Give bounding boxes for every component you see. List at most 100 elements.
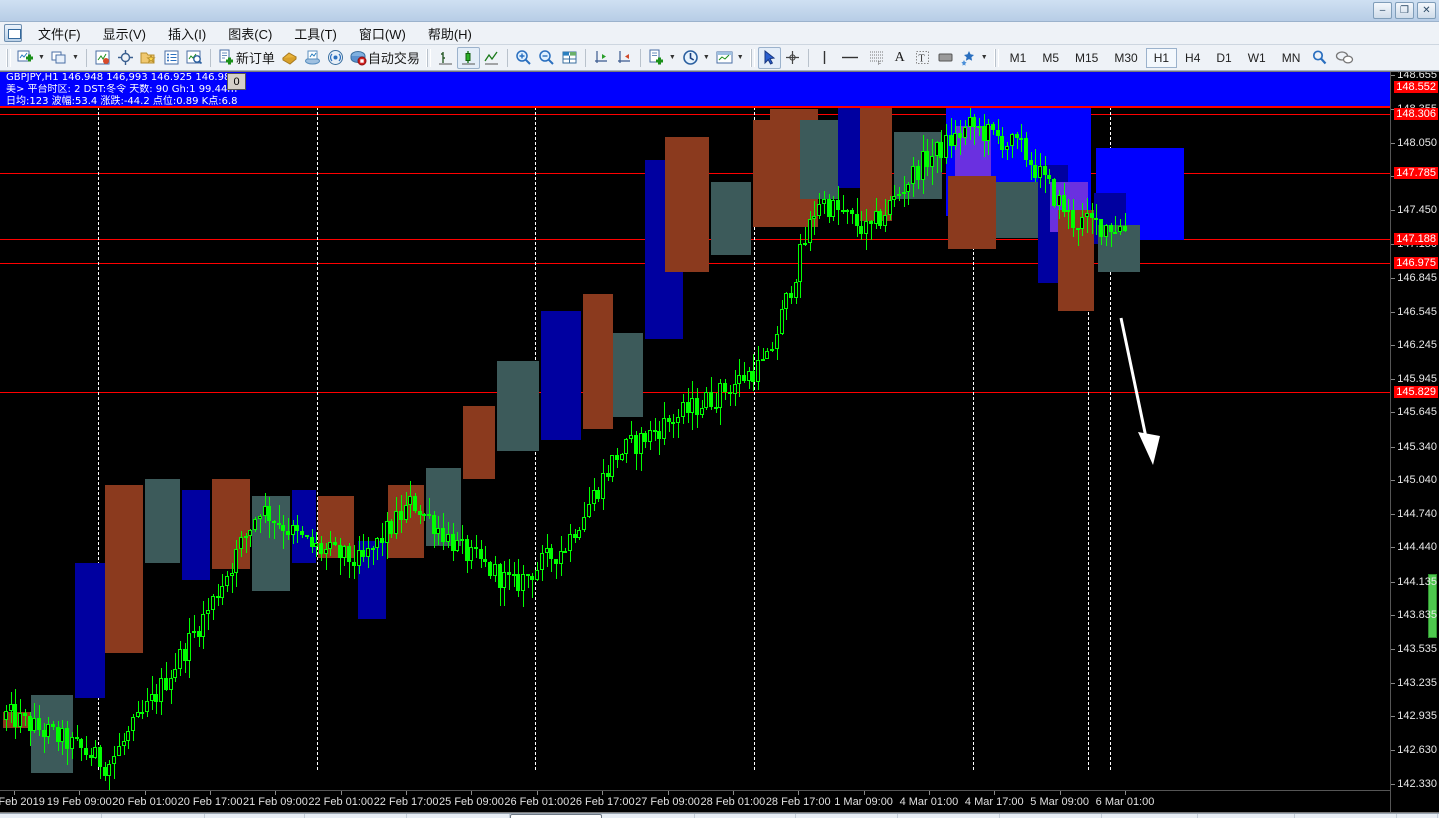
chart-tab-usdcad-m30[interactable]: USDCAD,M30 (305, 814, 408, 818)
chat-icon[interactable] (1332, 47, 1358, 69)
chart-tab-eu[interactable]: EU (1397, 814, 1439, 818)
chart-tab-xauusd-m30[interactable]: XAUUSD,M30 (1000, 814, 1102, 818)
timeframe-m15[interactable]: M15 (1075, 50, 1099, 65)
signals-icon[interactable] (324, 47, 347, 69)
candle-wick (137, 700, 139, 718)
timeframe-m5[interactable]: M5 (1042, 50, 1059, 65)
new-chart-icon[interactable] (14, 47, 37, 69)
rectangle-icon[interactable] (934, 47, 957, 69)
chart-tab-eurusd-m30[interactable]: EURUSD,M30 (0, 814, 103, 818)
search-icon[interactable] (1308, 47, 1332, 69)
grid-icon[interactable] (558, 47, 581, 69)
cursor-icon[interactable] (757, 46, 781, 69)
price-axis[interactable]: 148.655148.355148.050147.750147.450147.1… (1390, 72, 1439, 812)
period-icon[interactable] (679, 47, 702, 69)
favorites-icon[interactable] (137, 47, 160, 69)
restore-button[interactable]: ❐ (1395, 2, 1414, 19)
chart-tab-gbpnzd-m30[interactable]: GBPNZD,M30 (695, 814, 797, 818)
timeframe-h4[interactable]: H4 (1185, 50, 1201, 65)
candle-body (596, 489, 601, 499)
candle-body (295, 524, 300, 531)
menu-help[interactable]: 帮助(H) (427, 26, 472, 42)
chart-tab-eurgbp-h1[interactable]: EURGBP,H1 (602, 814, 695, 818)
navigator-icon[interactable] (183, 47, 206, 69)
timeframe-m1[interactable]: M1 (1009, 50, 1027, 65)
candlestick-icon[interactable] (456, 46, 480, 69)
candle-body (1075, 228, 1080, 231)
timeframe-w1[interactable]: W1 (1247, 50, 1266, 65)
crosshair-icon[interactable] (114, 47, 137, 69)
minimize-button[interactable]: – (1373, 2, 1392, 19)
shapes-dropdown-icon[interactable]: ▼ (980, 54, 988, 61)
shapes-icon[interactable] (957, 47, 980, 69)
menu-file[interactable]: 文件(F) (38, 26, 81, 42)
autotrade-button[interactable]: 自动交易 (347, 47, 423, 69)
menu-view[interactable]: 显示(V) (102, 26, 146, 42)
vertical-line-icon[interactable] (813, 47, 836, 69)
line-chart-icon[interactable] (480, 47, 503, 69)
new-chart-dropdown-icon[interactable]: ▼ (38, 54, 45, 61)
period-dropdown-icon[interactable]: ▼ (702, 54, 710, 61)
chart-area[interactable]: GBPJPY,H1 146.948 146,993 146.925 146.98… (0, 71, 1439, 813)
price-scroll-thumb[interactable] (1428, 574, 1437, 639)
chart-tab-gbpcad-m30[interactable]: GBPCAD,M30 (898, 814, 1001, 818)
text-icon[interactable]: A (889, 47, 911, 69)
crosshair-tool-icon[interactable] (781, 47, 804, 69)
tile-windows-icon[interactable] (48, 47, 71, 69)
candle-body (1033, 165, 1038, 179)
menu-tools[interactable]: 工具(T) (294, 26, 337, 42)
candle-body (206, 609, 211, 614)
zoom-in-icon[interactable] (512, 47, 535, 69)
toolbar-grip-3[interactable] (749, 48, 755, 67)
chart-tab-audusd-m30[interactable]: AUDUSD,M30 (407, 814, 510, 818)
menu-charts[interactable]: 图表(C) (228, 26, 273, 42)
candle-body (1005, 145, 1010, 151)
label-icon[interactable]: T (911, 47, 934, 69)
chart-tab-nzdusd-m30[interactable]: NZDUSD,M30 (1295, 814, 1397, 818)
timeframe-h1[interactable]: H1 (1145, 47, 1178, 68)
candle-body (962, 127, 967, 138)
chart-tab-usdjpy-m30[interactable]: USDJPY,M30 (1198, 814, 1296, 818)
candle-body (8, 704, 13, 711)
chart-profile-icon[interactable] (91, 47, 114, 69)
chart-symbol-button[interactable]: 0 (227, 73, 246, 90)
chart-plot[interactable] (0, 72, 1390, 792)
menu-window[interactable]: 窗口(W) (358, 26, 406, 42)
price-level-line[interactable] (0, 391, 1390, 393)
indicators-dropdown-icon[interactable]: ▼ (668, 54, 676, 61)
templates-dropdown-icon[interactable]: ▼ (736, 54, 744, 61)
shift-end-icon[interactable] (590, 47, 613, 69)
bar-chart-icon[interactable] (434, 47, 457, 69)
expert-advisor-icon[interactable] (278, 47, 301, 69)
auto-scroll-icon[interactable] (613, 47, 636, 69)
chart-tab-gbpusd-m30[interactable]: GBPUSD,M30 (102, 814, 205, 818)
candle-wick (1124, 213, 1126, 232)
indicators-icon[interactable] (645, 47, 668, 69)
chart-tab-xtiusd-m30[interactable]: XTIUSD,M30 (1102, 814, 1198, 818)
menu-insert[interactable]: 插入(I) (167, 26, 207, 42)
new-order-button[interactable]: 新订单 (215, 47, 278, 69)
toolbar-grip[interactable] (6, 48, 11, 67)
chart-tab-gbpaud-m30[interactable]: GBPAUD,M30 (796, 814, 898, 818)
toolbar-grip-2[interactable] (425, 48, 431, 67)
chart-tab-bar[interactable]: EURUSD,M30GBPUSD,M30USDCHF,M30USDCAD,M30… (0, 813, 1439, 818)
fibonacci-icon[interactable]: F (864, 47, 889, 69)
chart-tab-usdchf-m30[interactable]: USDCHF,M30 (205, 814, 306, 818)
toolbar-grip-4[interactable] (993, 48, 999, 67)
chart-tab-gbpjpy-h1[interactable]: GBPJPY,H1 (509, 814, 602, 818)
history-center-icon[interactable] (301, 47, 324, 69)
tile-windows-dropdown-icon[interactable]: ▼ (71, 54, 79, 61)
close-button[interactable]: ✕ (1417, 2, 1436, 19)
timeframe-m30[interactable]: M30 (1114, 50, 1138, 65)
timeframe-d1[interactable]: D1 (1216, 50, 1232, 65)
timeframe-mn[interactable]: MN (1281, 50, 1301, 65)
price-level-line[interactable] (0, 114, 1390, 116)
candle-body (159, 678, 164, 703)
horizontal-line-icon[interactable] (836, 47, 864, 69)
data-window-icon[interactable] (160, 47, 183, 69)
templates-icon[interactable] (713, 47, 736, 69)
candle-body (859, 226, 864, 235)
zoom-out-icon[interactable] (535, 47, 558, 69)
candle-wick (372, 546, 374, 565)
